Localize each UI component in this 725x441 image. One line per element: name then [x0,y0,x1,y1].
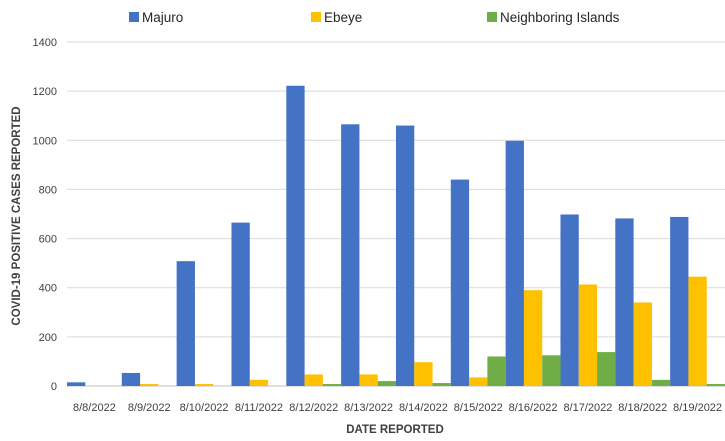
bar-majuro [341,124,360,387]
legend-label: Neighboring Islands [500,10,620,25]
bar-neighboring-islands [377,381,397,386]
bar-neighboring-islands [651,379,671,386]
x-tick-label: 8/9/2022 [128,402,171,414]
x-tick-label: 8/14/2022 [399,402,448,414]
bar-ebeye [523,290,543,386]
bar-neighboring-islands [597,352,616,386]
bar-ebeye [414,362,433,386]
y-tick-label: 1400 [33,37,57,49]
bar-ebeye [469,377,488,386]
legend-label: Majuro [142,10,183,25]
x-tick-label: 8/12/2022 [289,402,338,414]
bars [66,85,725,387]
bar-ebeye [194,384,214,386]
legend-label: Ebeye [324,10,362,25]
bar-majuro [286,85,305,386]
bar-majuro [670,216,689,386]
bar-majuro [231,222,250,386]
bar-neighboring-islands [432,383,451,386]
y-tick-label: 800 [39,184,57,196]
bar-neighboring-islands [322,384,342,386]
legend-swatch [487,12,497,22]
legend-item: Majuro [129,10,183,25]
y-tick-label: 1200 [33,86,57,98]
legend-item: Neighboring Islands [487,10,620,25]
x-tick-label: 8/10/2022 [180,402,229,414]
x-tick-label: 8/15/2022 [454,402,503,414]
legend-swatch [129,12,139,22]
bar-majuro [615,218,634,386]
x-tick-label: 8/11/2022 [235,402,283,414]
y-tick-label: 0 [51,381,57,393]
x-tick-label: 8/19/2022 [673,402,722,414]
legend-item: Ebeye [311,10,362,25]
bar-neighboring-islands [542,355,561,386]
y-axis-ticks: 0 200 400 600 800 1000 1200 1400 [33,37,57,393]
y-tick-label: 400 [39,283,57,295]
bar-majuro [450,179,470,386]
y-tick-label: 200 [39,332,57,344]
bar-ebeye [304,374,323,386]
bar-majuro [560,214,579,386]
bar-majuro [176,261,195,386]
bar-ebeye [633,302,652,386]
x-axis-title: DATE REPORTED [346,424,444,436]
bar-neighboring-islands [706,384,725,386]
legend-swatch [311,12,321,22]
y-axis-title: COVID-19 POSITIVE CASES REPORTED [11,106,23,325]
x-tick-label: 8/16/2022 [509,402,558,414]
bar-ebeye [578,284,598,386]
y-tick-label: 600 [39,234,57,246]
x-tick-label: 8/13/2022 [344,402,393,414]
x-tick-label: 8/8/2022 [73,402,116,414]
bar-ebeye [359,374,378,386]
bar-majuro [395,125,415,387]
x-tick-label: 8/17/2022 [563,402,612,414]
bar-majuro [505,140,524,386]
legend: Majuro Ebeye Neighboring Islands [129,10,620,25]
bar-ebeye [140,384,159,386]
bar-majuro [66,382,86,386]
x-tick-label: 8/18/2022 [618,402,667,414]
x-axis-ticks: 8/8/2022 8/9/2022 8/10/2022 8/11/2022 8/12/2… [73,402,722,414]
bar-neighboring-islands [487,356,506,386]
bar-ebeye [249,379,269,386]
bar-majuro [121,372,141,386]
bar-ebeye [688,276,707,386]
y-tick-label: 1000 [33,135,57,147]
